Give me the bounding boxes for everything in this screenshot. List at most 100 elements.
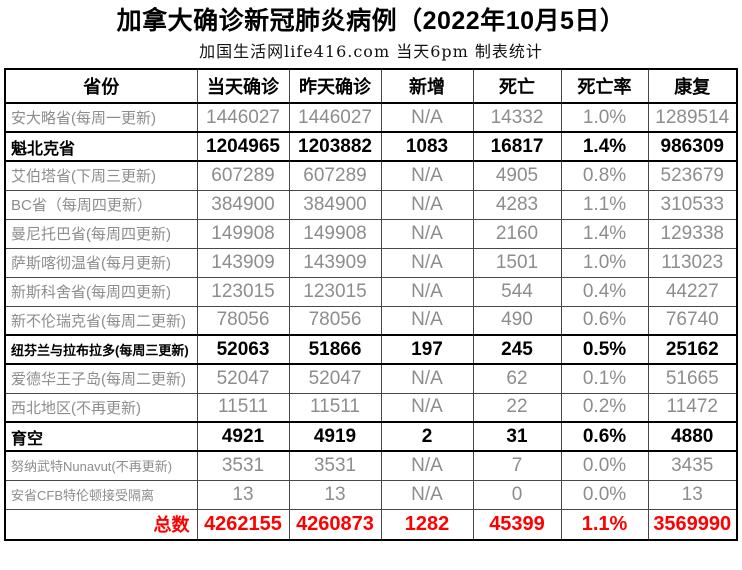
new-cases-cell: N/A <box>380 363 474 394</box>
recovered-cell: 523679 <box>647 160 738 191</box>
death-rate-cell: 1.1% <box>560 189 649 220</box>
recovered-cell: 129338 <box>647 218 738 249</box>
recovered-cell: 310533 <box>647 189 738 220</box>
table-row: 安省CFB特伦顿接受隔离 13 13 N/A 0 0.0% 13 <box>4 479 738 510</box>
table-row: 安大略省(每周一更新) 1446027 1446027 N/A 14332 1.0% 128… <box>4 102 738 133</box>
deaths-cell: 245 <box>472 334 562 365</box>
province-cell: 艾伯塔省(下周三更新) <box>4 160 198 191</box>
table-row: 西北地区(不再更新) 11511 11511 N/A 22 0.2% 11472 <box>4 392 738 423</box>
today-cases-cell: 13 <box>196 479 290 510</box>
deaths-cell: 16817 <box>472 131 562 162</box>
province-cell: 萨斯喀彻温省(每月更新) <box>4 247 198 278</box>
page-subtitle: 加国生活网life416.com 当天6pm 制表统计 <box>199 42 543 61</box>
today-cases-cell: 4921 <box>196 421 290 452</box>
new-cases-cell: N/A <box>380 450 474 481</box>
deaths-cell: 62 <box>472 363 562 394</box>
recovered-cell: 11472 <box>647 392 738 423</box>
province-cell: 纽芬兰与拉布拉多(每周三更新) <box>4 334 198 365</box>
today-cases-cell: 1446027 <box>196 102 290 133</box>
recovered-cell: 1289514 <box>647 102 738 133</box>
death-rate-cell: 1.0% <box>560 102 649 133</box>
province-cell: 安省CFB特伦顿接受隔离 <box>4 479 198 510</box>
yesterday-cases-cell: 143909 <box>288 247 382 278</box>
new-cases-cell: N/A <box>380 102 474 133</box>
recovered-cell: 25162 <box>647 334 738 365</box>
yesterday-cases-cell: 123015 <box>288 276 382 307</box>
table-row: 新不伦瑞克省(每周二更新) 78056 78056 N/A 490 0.6% 76740 <box>4 305 738 336</box>
today-cases-cell: 52047 <box>196 363 290 394</box>
death-rate-cell: 0.0% <box>560 450 649 481</box>
today-cases-cell: 11511 <box>196 392 290 423</box>
recovered-cell: 76740 <box>647 305 738 336</box>
province-cell: 西北地区(不再更新) <box>4 392 198 423</box>
table-row: 萨斯喀彻温省(每月更新) 143909 143909 N/A 1501 1.0% 11302… <box>4 247 738 278</box>
province-cell: BC省（每周四更新） <box>4 189 198 220</box>
recovered-cell: 113023 <box>647 247 738 278</box>
province-cell: 曼尼托巴省(每周四更新) <box>4 218 198 249</box>
total-label: 总数 <box>4 508 198 541</box>
total-yesterday-cell: 4260873 <box>288 508 382 541</box>
yesterday-cases-cell: 51866 <box>288 334 382 365</box>
table-row: 爱德华王子岛(每周二更新) 52047 52047 N/A 62 0.1% 51665 <box>4 363 738 394</box>
yesterday-cases-cell: 1446027 <box>288 102 382 133</box>
province-cell: 新斯科舍省(每周四更新) <box>4 276 198 307</box>
yesterday-cases-cell: 3531 <box>288 450 382 481</box>
total-recovered-cell: 3569990 <box>647 508 738 541</box>
today-cases-cell: 384900 <box>196 189 290 220</box>
deaths-cell: 0 <box>472 479 562 510</box>
death-rate-cell: 0.8% <box>560 160 649 191</box>
yesterday-cases-cell: 78056 <box>288 305 382 336</box>
total-row: 总数 4262155 4260873 1282 45399 1.1% 35699… <box>4 508 738 541</box>
today-cases-cell: 123015 <box>196 276 290 307</box>
total-new-cell: 1282 <box>380 508 474 541</box>
death-rate-cell: 0.6% <box>560 305 649 336</box>
deaths-cell: 2160 <box>472 218 562 249</box>
new-cases-cell: 197 <box>380 334 474 365</box>
yesterday-cases-cell: 13 <box>288 479 382 510</box>
yesterday-cases-cell: 384900 <box>288 189 382 220</box>
column-header: 昨天确诊 <box>288 68 382 104</box>
death-rate-cell: 0.1% <box>560 363 649 394</box>
new-cases-cell: N/A <box>380 479 474 510</box>
province-cell: 育空 <box>4 421 198 452</box>
total-deaths-cell: 45399 <box>472 508 562 541</box>
yesterday-cases-cell: 607289 <box>288 160 382 191</box>
deaths-cell: 490 <box>472 305 562 336</box>
new-cases-cell: N/A <box>380 392 474 423</box>
province-cell: 新不伦瑞克省(每周二更新) <box>4 305 198 336</box>
table-row: 曼尼托巴省(每周四更新) 149908 149908 N/A 2160 1.4% 12933… <box>4 218 738 249</box>
province-cell: 爱德华王子岛(每周二更新) <box>4 363 198 394</box>
total-today-cell: 4262155 <box>196 508 290 541</box>
death-rate-cell: 0.2% <box>560 392 649 423</box>
recovered-cell: 44227 <box>647 276 738 307</box>
new-cases-cell: 1083 <box>380 131 474 162</box>
death-rate-cell: 0.5% <box>560 334 649 365</box>
recovered-cell: 51665 <box>647 363 738 394</box>
column-header: 省份 <box>4 68 198 104</box>
new-cases-cell: N/A <box>380 218 474 249</box>
new-cases-cell: N/A <box>380 247 474 278</box>
province-cell: 安大略省(每周一更新) <box>4 102 198 133</box>
deaths-cell: 7 <box>472 450 562 481</box>
today-cases-cell: 149908 <box>196 218 290 249</box>
new-cases-cell: N/A <box>380 276 474 307</box>
today-cases-cell: 1204965 <box>196 131 290 162</box>
page-title: 加拿大确诊新冠肺炎病例（2022年10月5日） <box>116 7 626 35</box>
table-row: 艾伯塔省(下周三更新) 607289 607289 N/A 4905 0.8% 523679 <box>4 160 738 191</box>
death-rate-cell: 1.0% <box>560 247 649 278</box>
table-row: 新斯科舍省(每周四更新) 123015 123015 N/A 544 0.4% 44227 <box>4 276 738 307</box>
province-cell: 魁北克省 <box>4 131 198 162</box>
yesterday-cases-cell: 52047 <box>288 363 382 394</box>
today-cases-cell: 143909 <box>196 247 290 278</box>
today-cases-cell: 78056 <box>196 305 290 336</box>
column-header: 死亡 <box>472 68 562 104</box>
deaths-cell: 4905 <box>472 160 562 191</box>
death-rate-cell: 1.4% <box>560 131 649 162</box>
table-row: 努纳武特Nunavut(不再更新) 3531 3531 N/A 7 0.0% 3435 <box>4 450 738 481</box>
deaths-cell: 544 <box>472 276 562 307</box>
new-cases-cell: N/A <box>380 189 474 220</box>
deaths-cell: 4283 <box>472 189 562 220</box>
table-row: 育空 4921 4919 2 31 0.6% 4880 <box>4 421 738 452</box>
yesterday-cases-cell: 11511 <box>288 392 382 423</box>
